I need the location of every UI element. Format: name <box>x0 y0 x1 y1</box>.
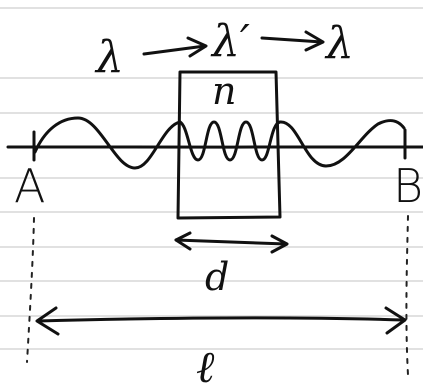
thickness-dimension: d <box>174 231 289 299</box>
arrow-left-icon <box>35 306 60 336</box>
slab-rectangle <box>176 70 282 220</box>
point-b-label: B <box>393 159 423 213</box>
wave-inside-slab <box>178 120 282 162</box>
arrow-left-icon <box>174 231 192 251</box>
length-label: ℓ <box>196 342 215 385</box>
thickness-arrow <box>174 238 288 246</box>
ruled-paper <box>0 7 423 350</box>
arrow-right-icon <box>260 36 324 44</box>
arrow-right-icon-head <box>304 30 325 52</box>
lambda-inside-label: λ′ <box>210 16 250 67</box>
point-a-label: A <box>14 159 45 213</box>
lambda-incident-label: λ <box>94 32 124 83</box>
arrow-right-icon <box>142 44 207 56</box>
length-dimension: ℓ <box>35 306 407 385</box>
length-arrow <box>36 316 406 323</box>
refractive-index-label: n <box>212 69 236 113</box>
arrow-right-icon <box>270 234 289 254</box>
arrow-right-icon-head <box>186 36 208 58</box>
guide-dashed-left <box>26 217 35 363</box>
thickness-label: d <box>205 255 229 299</box>
guide-dashed-right <box>405 215 409 376</box>
wave-right <box>278 119 406 168</box>
wave-left <box>33 116 182 170</box>
arrow-right-icon <box>384 306 407 335</box>
axis-line <box>6 145 423 149</box>
lambda-transmitted-label: λ <box>324 18 354 69</box>
wavelength-sequence: λ λ′ λ <box>94 16 354 83</box>
